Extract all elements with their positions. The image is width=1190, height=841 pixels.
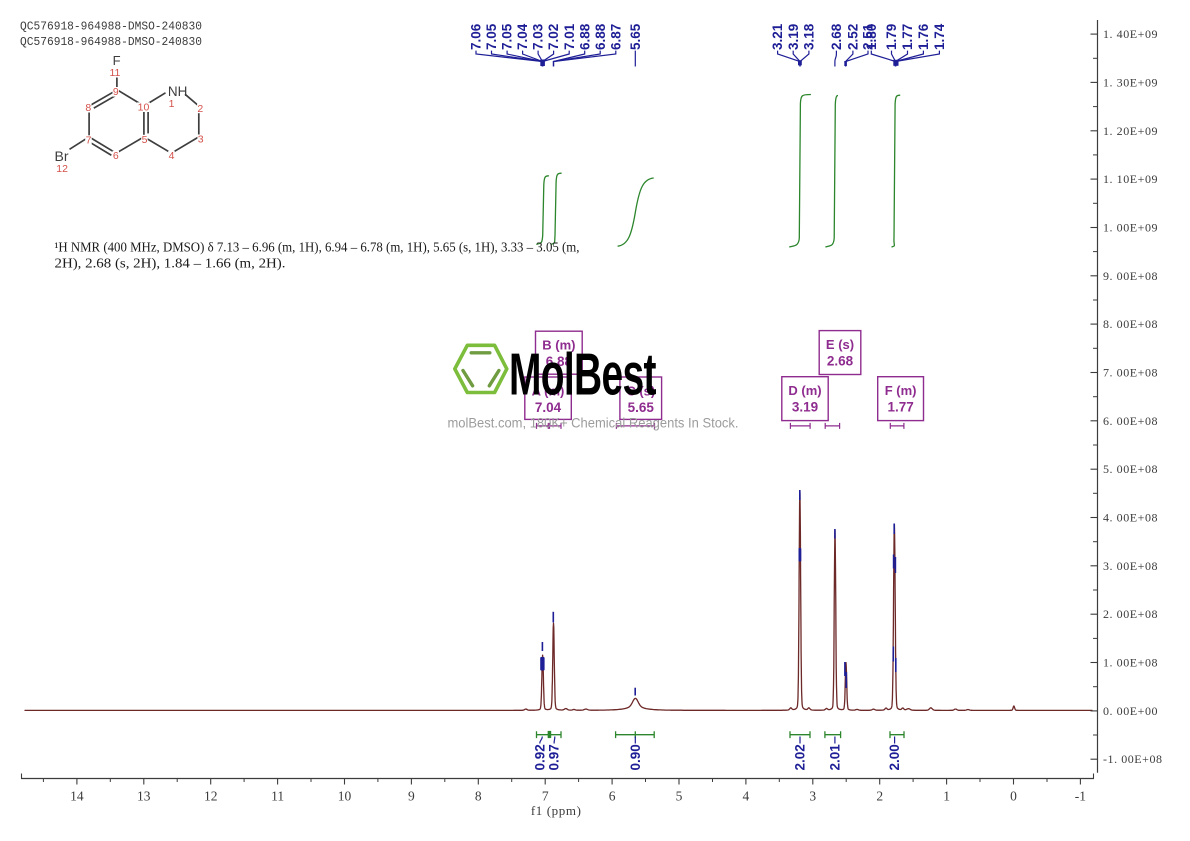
svg-text:0.97: 0.97 [547, 744, 562, 770]
svg-text:6.88: 6.88 [593, 23, 608, 50]
svg-text:2: 2 [197, 103, 203, 115]
svg-text:1.80: 1.80 [864, 24, 879, 50]
svg-text:7.02: 7.02 [546, 24, 561, 50]
svg-text:3: 3 [198, 134, 204, 146]
svg-text:6.88: 6.88 [577, 23, 592, 50]
svg-text:3.19: 3.19 [786, 24, 801, 50]
svg-text:2.68: 2.68 [827, 354, 854, 369]
svg-text:2.01: 2.01 [828, 744, 843, 771]
svg-text:0.90: 0.90 [628, 744, 643, 770]
svg-text:1. 00E+08: 1. 00E+08 [1103, 656, 1158, 670]
svg-text:3. 00E+08: 3. 00E+08 [1103, 559, 1158, 573]
svg-text:4: 4 [743, 789, 750, 804]
svg-text:5: 5 [142, 134, 148, 146]
svg-text:QC576918-964988-DMSO-240830: QC576918-964988-DMSO-240830 [20, 20, 202, 33]
svg-text:7.01: 7.01 [562, 23, 577, 50]
svg-text:B (m): B (m) [542, 338, 575, 353]
svg-text:1. 10E+09: 1. 10E+09 [1103, 172, 1158, 186]
svg-text:1.74: 1.74 [932, 23, 947, 50]
svg-text:5.65: 5.65 [628, 23, 643, 50]
svg-text:-1: -1 [1075, 789, 1086, 804]
svg-text:14: 14 [70, 789, 84, 804]
svg-text:7. 00E+08: 7. 00E+08 [1103, 366, 1158, 380]
svg-text:6. 00E+08: 6. 00E+08 [1103, 414, 1158, 428]
svg-text:7.05: 7.05 [500, 23, 515, 50]
svg-text:10: 10 [338, 789, 352, 804]
svg-text:5. 00E+08: 5. 00E+08 [1103, 462, 1158, 476]
svg-text:0: 0 [1010, 789, 1017, 804]
svg-text:6: 6 [609, 789, 616, 804]
svg-text:4. 00E+08: 4. 00E+08 [1103, 511, 1158, 525]
svg-text:6.88: 6.88 [546, 354, 573, 369]
svg-text:2: 2 [876, 789, 883, 804]
svg-text:F: F [113, 53, 121, 68]
svg-text:1. 00E+09: 1. 00E+09 [1103, 221, 1158, 235]
svg-text:11: 11 [271, 789, 284, 804]
svg-text:QC576918-964988-DMSO-240830: QC576918-964988-DMSO-240830 [20, 36, 202, 49]
svg-text:2. 00E+08: 2. 00E+08 [1103, 607, 1158, 621]
svg-text:C (s): C (s) [626, 384, 655, 399]
svg-text:2.00: 2.00 [887, 744, 902, 770]
svg-text:1. 30E+09: 1. 30E+09 [1103, 75, 1158, 89]
svg-text:11: 11 [109, 67, 120, 79]
svg-text:f1 (ppm): f1 (ppm) [531, 803, 582, 818]
svg-text:1.79: 1.79 [884, 24, 899, 50]
svg-text:12: 12 [56, 163, 68, 175]
svg-text:F (m): F (m) [885, 383, 917, 398]
svg-text:7.05: 7.05 [484, 23, 499, 50]
svg-text:7: 7 [86, 135, 92, 147]
svg-text:3: 3 [809, 789, 816, 804]
svg-text:2H), 2.68 (s, 2H), 1.84 – 1.66: 2H), 2.68 (s, 2H), 1.84 – 1.66 (m, 2H). [55, 256, 286, 271]
svg-text:A (m): A (m) [532, 384, 565, 399]
svg-text:1: 1 [169, 98, 175, 110]
svg-text:0. 00E+00: 0. 00E+00 [1103, 704, 1158, 718]
svg-text:1: 1 [943, 789, 950, 804]
svg-text:7.04: 7.04 [535, 400, 562, 415]
svg-text:2.68: 2.68 [829, 23, 844, 50]
svg-text:7.06: 7.06 [469, 23, 484, 50]
svg-text:9. 00E+08: 9. 00E+08 [1103, 269, 1158, 283]
svg-text:4: 4 [169, 150, 175, 162]
svg-text:5.65: 5.65 [628, 400, 655, 415]
svg-text:Br: Br [55, 148, 69, 164]
svg-text:3.19: 3.19 [792, 400, 818, 415]
svg-text:3.18: 3.18 [802, 23, 817, 50]
svg-text:1.77: 1.77 [887, 400, 913, 415]
svg-text:7: 7 [542, 789, 549, 804]
svg-text:8: 8 [475, 789, 482, 804]
svg-text:2.52: 2.52 [846, 24, 861, 50]
svg-text:8: 8 [85, 102, 91, 114]
svg-text:2.51: 2.51 [861, 23, 876, 50]
svg-text:10: 10 [138, 102, 150, 114]
svg-text:6.87: 6.87 [608, 24, 623, 50]
svg-text:0.92: 0.92 [532, 744, 547, 770]
svg-text:8. 00E+08: 8. 00E+08 [1103, 317, 1158, 331]
svg-text:MolBest: MolBest [509, 341, 657, 407]
svg-text:¹H NMR (400 MHz, DMSO) δ 7.13: ¹H NMR (400 MHz, DMSO) δ 7.13 – 6.96 (m,… [55, 240, 580, 255]
svg-text:7.04: 7.04 [515, 23, 530, 50]
svg-text:1. 20E+09: 1. 20E+09 [1103, 124, 1158, 138]
svg-text:molBest.com, 180K+ Chemical Re: molBest.com, 180K+ Chemical Reagents In … [448, 415, 739, 431]
svg-text:6: 6 [113, 150, 119, 162]
svg-text:12: 12 [204, 789, 218, 804]
svg-text:5: 5 [676, 789, 683, 804]
svg-text:1.76: 1.76 [916, 23, 931, 50]
svg-text:7.03: 7.03 [531, 23, 546, 50]
svg-text:NH: NH [168, 84, 188, 99]
svg-text:9: 9 [408, 789, 415, 804]
svg-text:E (s): E (s) [826, 337, 854, 352]
svg-text:-1. 00E+08: -1. 00E+08 [1103, 752, 1163, 766]
svg-text:3.21: 3.21 [770, 23, 785, 50]
svg-text:1. 40E+09: 1. 40E+09 [1103, 27, 1158, 41]
svg-text:D (m): D (m) [788, 383, 821, 398]
svg-text:13: 13 [137, 789, 151, 804]
svg-text:2.02: 2.02 [793, 744, 808, 770]
svg-text:9: 9 [113, 86, 119, 98]
svg-text:1.77: 1.77 [900, 24, 915, 50]
